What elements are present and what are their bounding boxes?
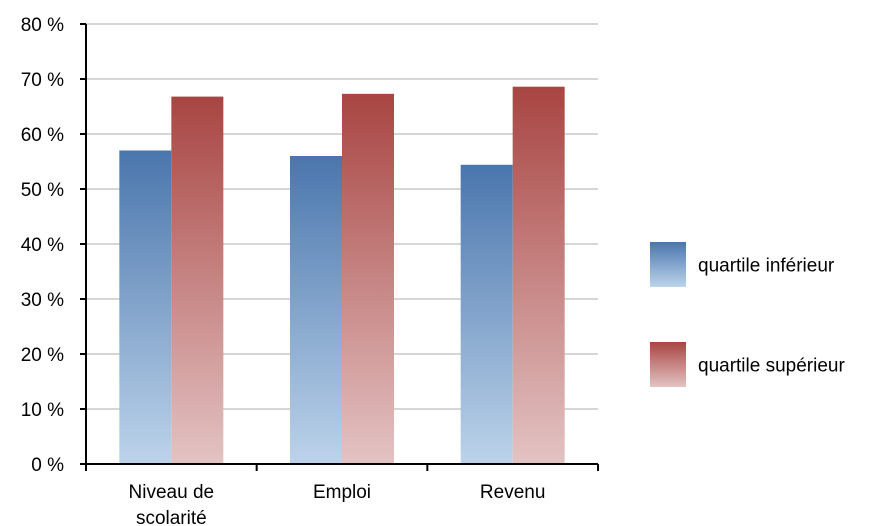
bar-quartile-supérieur [342, 93, 394, 464]
x-category-label: Revenu [480, 482, 546, 503]
y-tick-label: 80 % [21, 15, 64, 36]
y-tick-label: 30 % [21, 290, 64, 311]
legend-swatch [650, 242, 686, 287]
bar-quartile-supérieur [512, 86, 565, 464]
bar-quartile-inférieur [290, 156, 342, 464]
bars [119, 86, 565, 465]
y-tick-label: 10 % [21, 400, 64, 421]
legend-label: quartile inférieur [698, 256, 835, 277]
legend-swatch [650, 342, 686, 387]
bar-quartile-supérieur [171, 96, 224, 464]
axes [80, 23, 599, 471]
y-tick-label: 20 % [21, 345, 64, 366]
x-category-label: Emploi [313, 482, 371, 503]
y-tick-label: 0 % [31, 455, 64, 476]
bar-quartile-inférieur [460, 164, 513, 465]
y-tick-label: 70 % [21, 70, 64, 91]
legend: quartile inférieur quartile supérieur [650, 242, 845, 387]
axis-labels: 0 % 10 % 20 % 30 % 40 % 50 % 60 % 70 % 80 % Nivea… [21, 15, 546, 526]
x-category-label: Niveau de scolarité [129, 482, 215, 526]
bar-quartile-inférieur [119, 150, 172, 464]
y-tick-label: 40 % [21, 235, 64, 256]
y-tick-label: 50 % [21, 180, 64, 201]
legend-label: quartile supérieur [698, 356, 845, 377]
y-tick-label: 60 % [21, 125, 64, 146]
